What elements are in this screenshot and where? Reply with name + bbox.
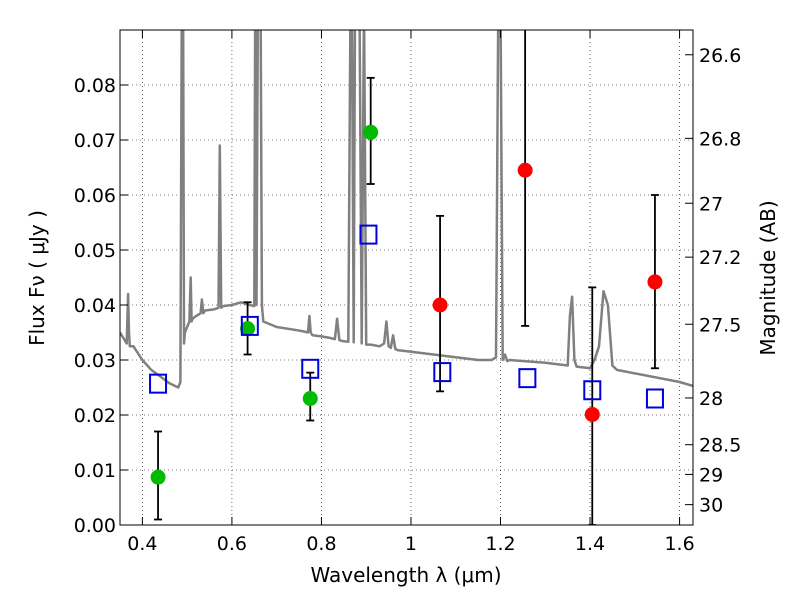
y-tick-label: 0.06 <box>74 185 116 207</box>
right-tick-label: 28 <box>699 388 723 410</box>
plot-frame <box>119 29 694 526</box>
x-tick-label: 1.2 <box>485 533 515 555</box>
right-tick-label: 29 <box>699 464 723 486</box>
right-axis-label: Magnitude (AB) <box>756 200 780 355</box>
green-data-point <box>240 321 256 337</box>
blue-model-point <box>518 368 537 389</box>
right-tick-labels: 26.6 26.8 27 27.2 27.5 28 28.5 29 30 <box>699 45 741 517</box>
right-tick-label: 27 <box>699 193 723 215</box>
red-data-point <box>517 162 533 178</box>
right-tick-label: 27.5 <box>699 314 741 336</box>
blue-model-point <box>301 358 320 379</box>
x-tick-label: 0.4 <box>127 533 157 555</box>
blue-model-point <box>433 362 452 383</box>
blue-model-point <box>359 224 378 245</box>
right-tick-label: 26.8 <box>699 128 741 150</box>
blue-model-point <box>645 388 664 409</box>
model-spectrum-layer <box>120 30 693 389</box>
right-tick-label: 26.6 <box>699 45 741 67</box>
blue-model-point <box>240 315 259 336</box>
green-data-point <box>363 124 379 140</box>
y-tick-label: 0.04 <box>74 295 116 317</box>
red-data-point <box>432 297 448 313</box>
y-tick-label: 0.00 <box>74 515 116 537</box>
plot-background <box>120 30 693 525</box>
x-tick-label: 1 <box>405 533 417 555</box>
model-spectrum-line <box>120 30 693 389</box>
x-tick-label: 0.6 <box>217 533 247 555</box>
marker-layer <box>149 124 664 485</box>
red-data-point <box>647 274 663 290</box>
right-tick-label: 28.5 <box>699 435 741 457</box>
blue-model-point <box>583 380 602 401</box>
x-tick-label: 1.6 <box>664 533 694 555</box>
grid-lines <box>120 30 693 526</box>
green-data-point <box>150 469 166 485</box>
y-tick-labels: 0.00 0.01 0.02 0.03 0.04 0.05 0.06 0.07 0.08 <box>74 75 116 537</box>
x-tick-label: 1.4 <box>575 533 605 555</box>
y-axis-label: Flux Fν ( μJy ) <box>25 210 49 346</box>
x-axis-label: Wavelength λ (μm) <box>310 563 501 587</box>
blue-model-point <box>149 373 168 394</box>
green-data-point <box>302 391 318 406</box>
x-tick-labels: 0.4 0.6 0.8 1 1.2 1.4 1.6 <box>127 533 694 555</box>
y-tick-label: 0.02 <box>74 405 116 427</box>
y-tick-label: 0.01 <box>74 460 116 482</box>
y-tick-label: 0.05 <box>74 240 116 262</box>
y-tick-label: 0.07 <box>74 130 116 152</box>
right-tick-label: 30 <box>699 495 723 517</box>
y-tick-label: 0.03 <box>74 350 116 372</box>
tick-marks <box>120 30 693 526</box>
red-data-point <box>584 406 600 422</box>
x-tick-label: 0.8 <box>306 533 336 555</box>
y-tick-label: 0.08 <box>74 75 116 97</box>
right-tick-label: 27.2 <box>699 247 741 269</box>
